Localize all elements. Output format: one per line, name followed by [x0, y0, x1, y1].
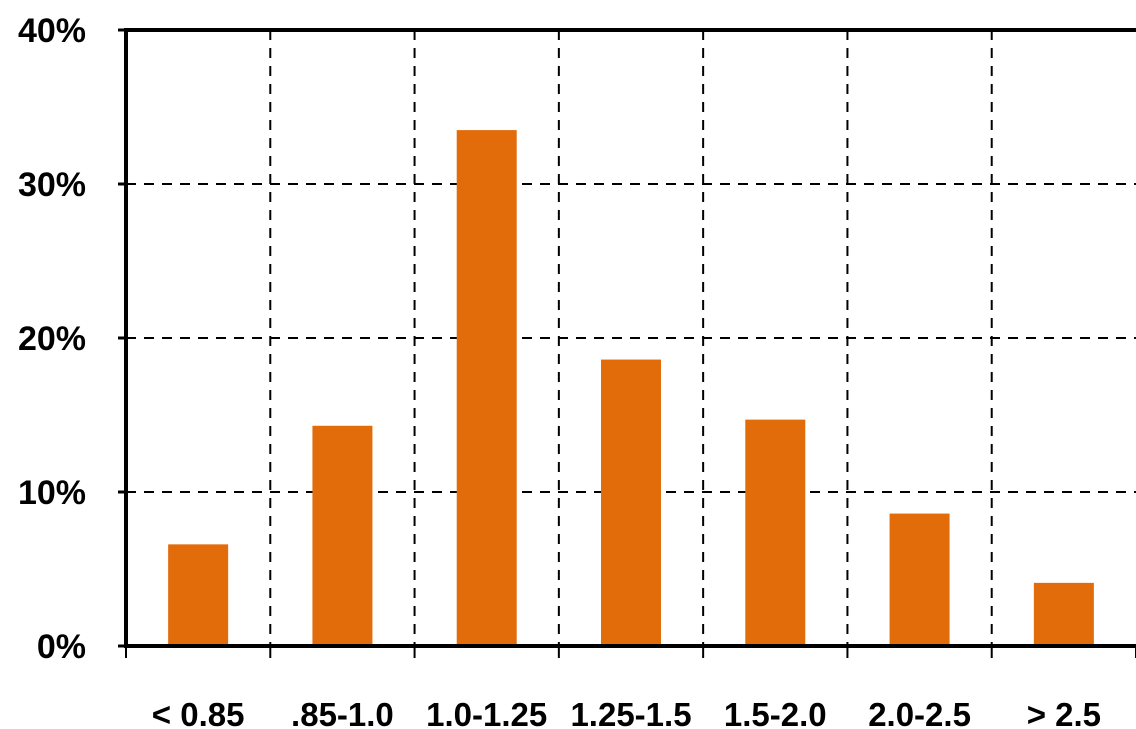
y-tick-label: 0%	[37, 628, 86, 666]
x-tick-label: 1.25-1.5	[570, 696, 691, 729]
grid-lines	[126, 30, 1136, 646]
bar	[889, 513, 950, 646]
axes	[118, 28, 1136, 658]
x-tick-label: < 0.85	[152, 696, 245, 729]
bar	[312, 425, 373, 646]
bars	[168, 130, 1094, 647]
x-tick-label: > 2.5	[1027, 696, 1101, 729]
bar	[745, 419, 806, 646]
y-tick-label: 20%	[18, 320, 86, 358]
bar	[168, 544, 229, 646]
x-tick-label: 2.0-2.5	[868, 696, 971, 729]
y-tick-label: 10%	[18, 474, 86, 512]
bar	[1033, 582, 1094, 646]
bar	[456, 130, 517, 647]
x-tick-label: 1.5-2.0	[724, 696, 827, 729]
x-axis-tick-labels: < 0.85 .85-1.0 1.0-1.25 1.25-1.5 1.5-2.0 2.0-…	[152, 696, 1101, 729]
y-tick-label: 30%	[18, 166, 86, 204]
y-axis-tick-labels: 0% 10% 20% 30% 40%	[18, 12, 86, 666]
x-tick-label: .85-1.0	[291, 696, 394, 729]
bar	[601, 359, 661, 646]
y-tick-label: 40%	[18, 12, 86, 50]
x-tick-label: 1.0-1.25	[426, 696, 547, 729]
